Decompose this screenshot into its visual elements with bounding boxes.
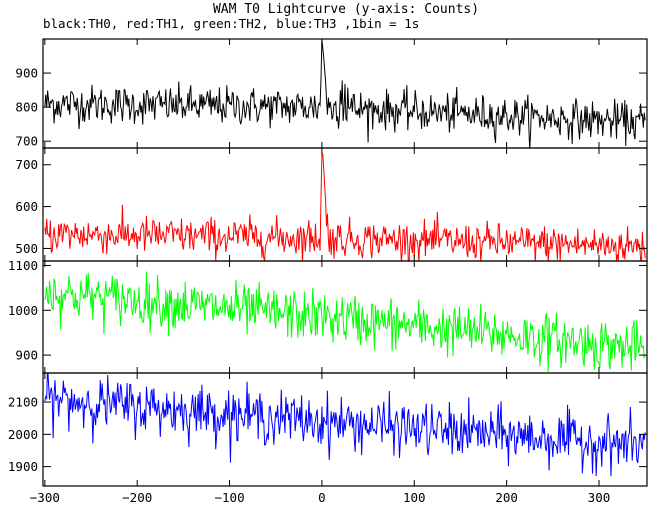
panel-frame	[42, 372, 648, 487]
x-tick-label: −200	[122, 490, 152, 505]
series-line-th2	[44, 271, 646, 372]
chart-title: WAM T0 Lightcurve (y-axis: Counts)	[213, 2, 479, 17]
x-axis: −300 −200 −100 0 100 200 300	[30, 490, 610, 505]
y-tick-label: 900	[15, 348, 38, 363]
x-tick-label: 200	[495, 490, 518, 505]
panels-group: 700 800 900 500 600 700 900 1000 1100 1900 2000 210…	[8, 38, 648, 487]
chart-subtitle: black:TH0, red:TH1, green:TH2, blue:TH3 …	[43, 16, 419, 31]
y-tick-label: 600	[15, 199, 38, 214]
x-tick-label: −300	[30, 490, 60, 505]
series-line-th0	[44, 39, 646, 148]
x-tick-label: −100	[215, 490, 245, 505]
panel-th1: 500 600 700	[15, 147, 648, 262]
y-tick-label: 1100	[8, 258, 38, 273]
series-line-th1	[44, 151, 646, 261]
series-line-th3	[44, 373, 646, 477]
x-tick-label: 100	[403, 490, 426, 505]
y-tick-label: 1900	[8, 459, 38, 474]
y-tick-label: 500	[15, 241, 38, 256]
x-tick-label: 0	[318, 490, 326, 505]
y-tick-label: 800	[15, 100, 38, 115]
y-tick-label: 2100	[8, 395, 38, 410]
panel-th3: 1900 2000 2100	[8, 372, 648, 487]
y-tick-label: 700	[15, 134, 38, 149]
y-tick-label: 700	[15, 157, 38, 172]
y-tick-label: 2000	[8, 427, 38, 442]
y-tick-label: 900	[15, 66, 38, 81]
panel-th2: 900 1000 1100	[8, 258, 648, 374]
panel-th0: 700 800 900	[15, 38, 648, 149]
x-tick-label: 300	[588, 490, 611, 505]
y-tick-label: 1000	[8, 303, 38, 318]
